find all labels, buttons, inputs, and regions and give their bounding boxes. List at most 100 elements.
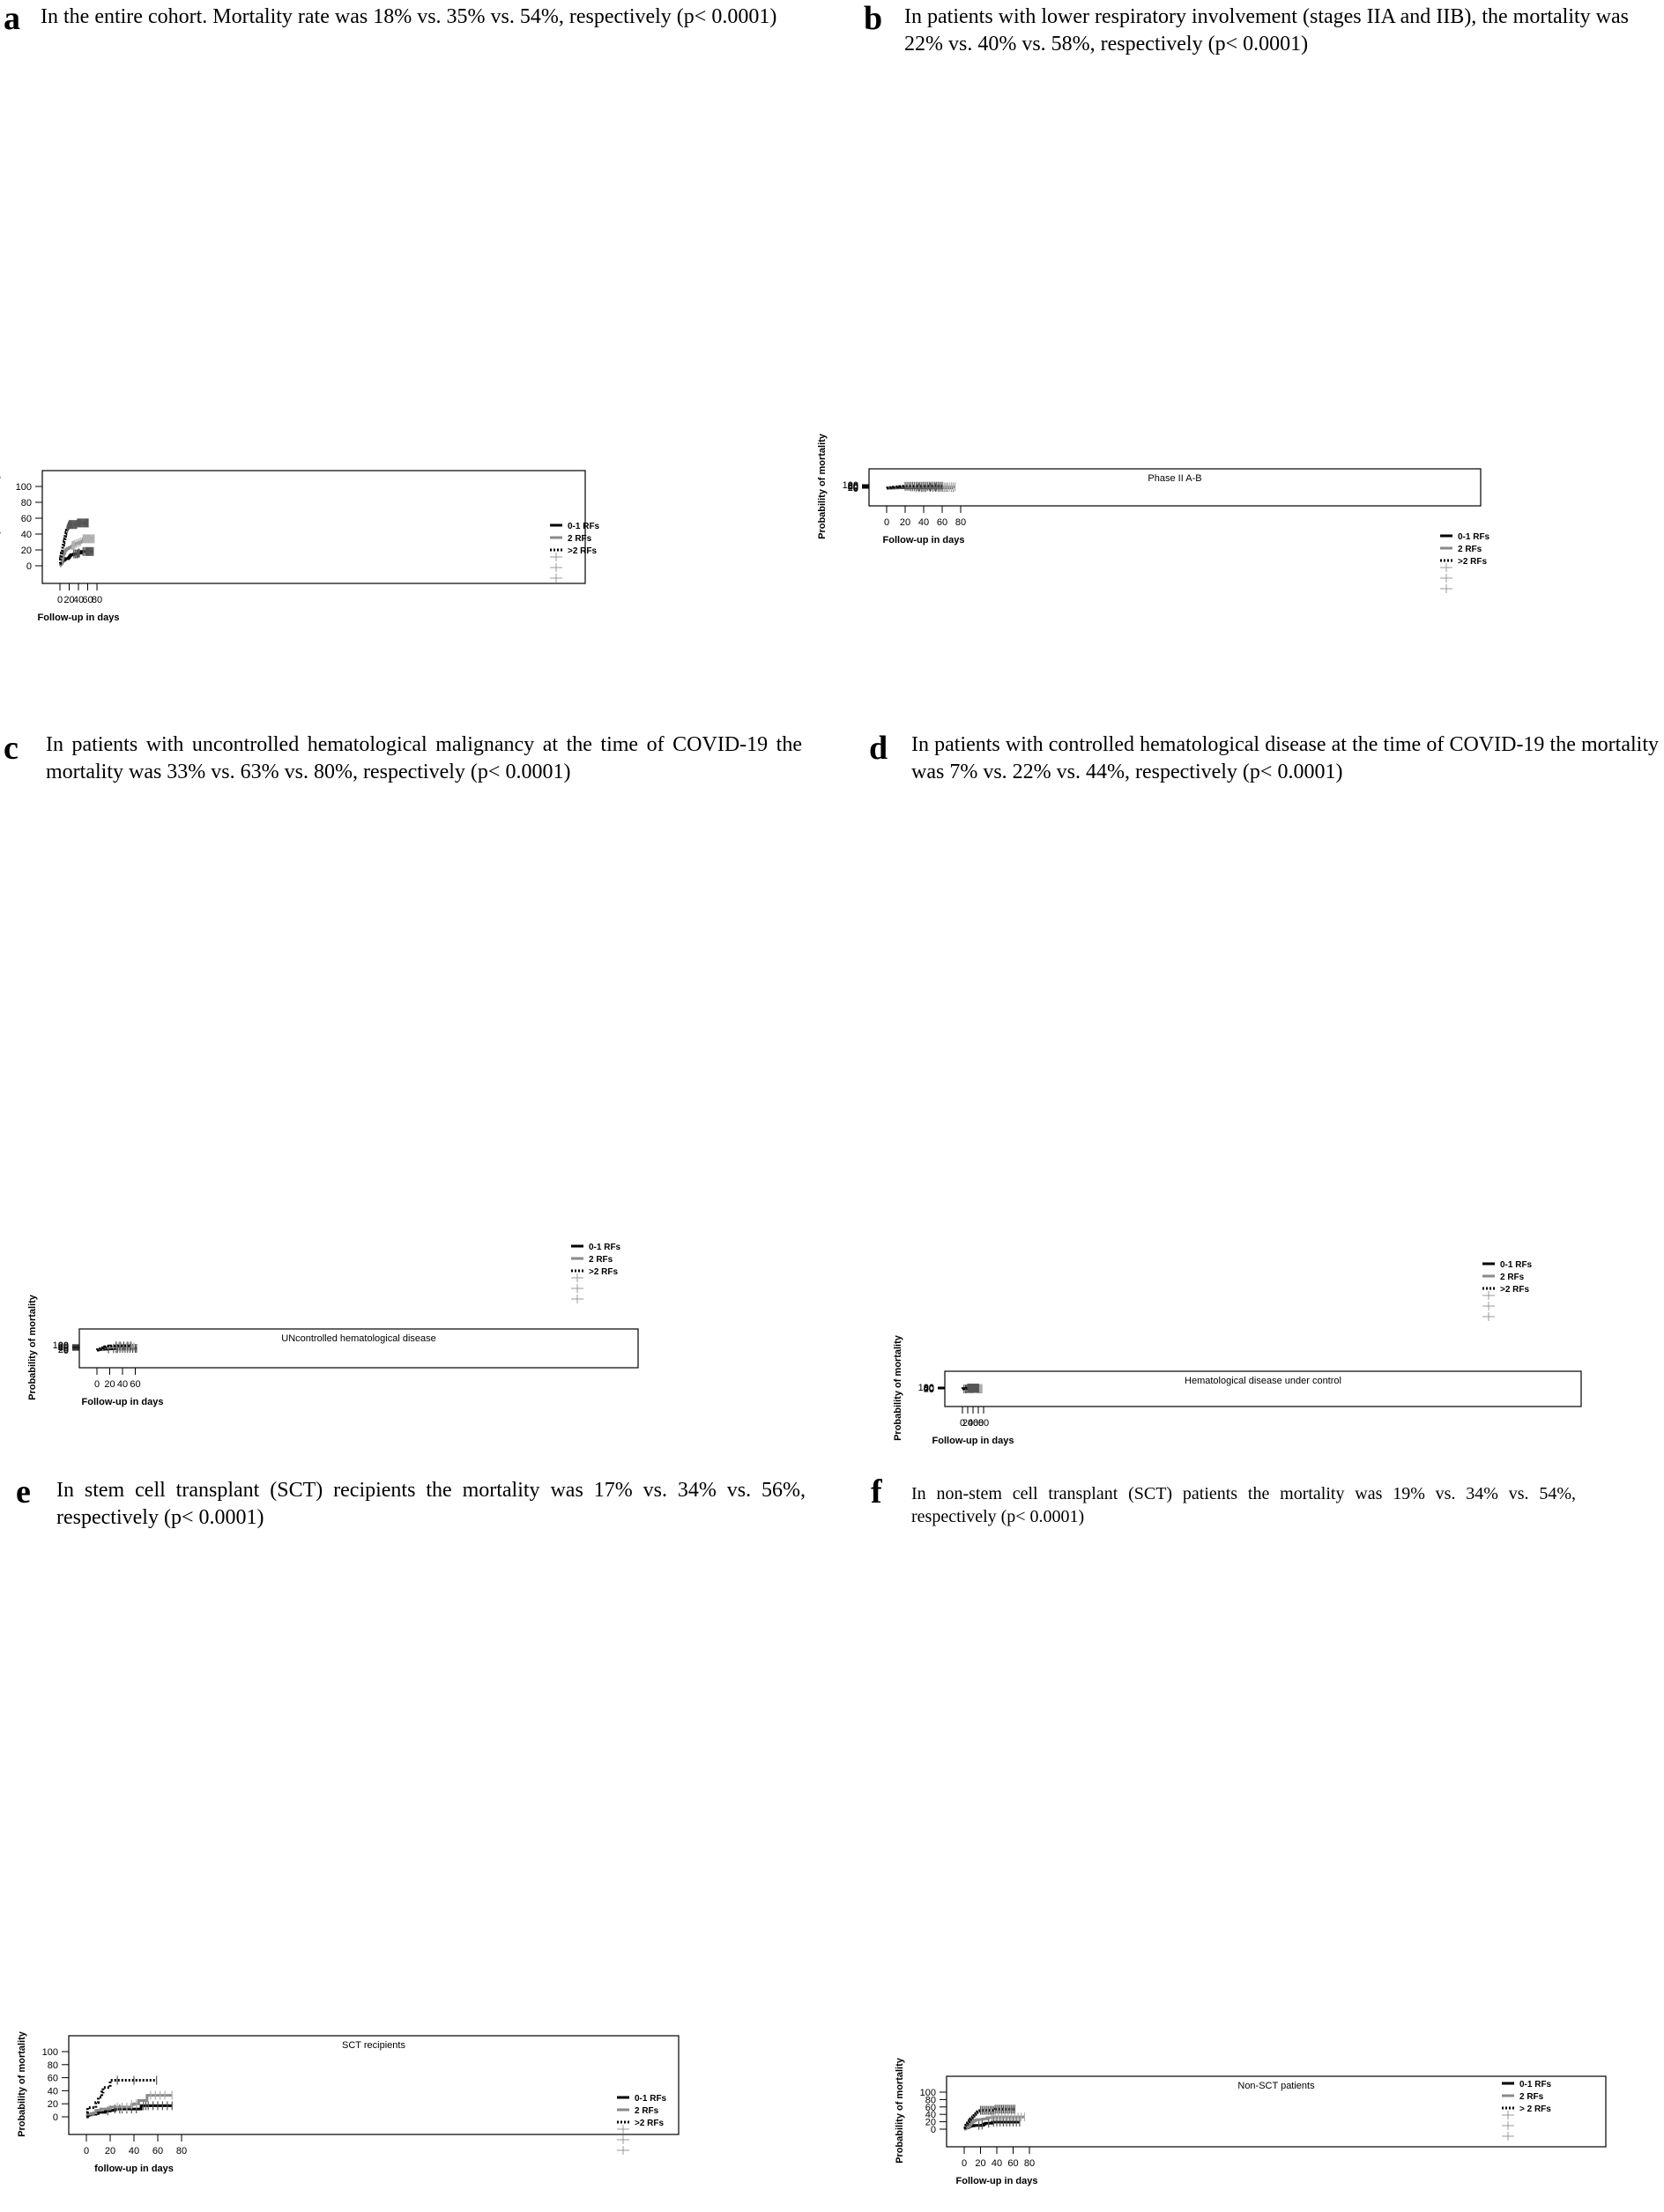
- y-tick-label: 0: [853, 484, 858, 494]
- y-tick-label: 80: [21, 498, 32, 508]
- y-tick-label: 100: [920, 2088, 936, 2098]
- x-tick-label: 60: [973, 1418, 984, 1429]
- y-tick-label: 20: [58, 1345, 69, 1355]
- panel-letter-a: a: [4, 0, 20, 37]
- x-axis-label: Follow-up in days: [38, 612, 120, 623]
- x-tick-label: 20: [975, 2158, 985, 2169]
- x-tick-label: 20: [962, 1418, 973, 1429]
- legend-label: >2 RFs: [635, 2119, 665, 2128]
- panel-caption-b: In patients with lower respiratory invol…: [904, 5, 1629, 56]
- legend-label: 2 RFs: [589, 1255, 613, 1265]
- y-tick-label: 60: [925, 2103, 936, 2113]
- y-tick-label: 0: [26, 561, 32, 572]
- x-tick-label: 0: [884, 517, 889, 528]
- legend-label: >2 RFs: [568, 546, 598, 556]
- legend-label: 2 RFs: [568, 534, 592, 544]
- y-axis-label: Probability of mortality: [17, 2030, 27, 2137]
- legend-label: 2 RFs: [1519, 2092, 1544, 2102]
- panel-a: a In the entire cohort. Mortality rate w…: [0, 0, 832, 737]
- km-curve-3: [96, 1344, 131, 1352]
- x-axis-label: follow-up in days: [94, 2164, 174, 2174]
- y-tick-label: 40: [925, 2110, 936, 2120]
- y-tick-label: 0: [53, 2112, 58, 2123]
- km-chart-d: Hematological disease under control02040…: [893, 1260, 1582, 1446]
- x-tick-label: 80: [1024, 2158, 1035, 2169]
- x-tick-label: 60: [130, 1379, 140, 1390]
- x-tick-label: 60: [937, 517, 947, 528]
- y-tick-label: 20: [924, 1384, 934, 1395]
- y-tick-label: 80: [924, 1383, 934, 1393]
- legend-label: >2 RFs: [589, 1267, 619, 1277]
- panel-b: b In patients with lower respiratory inv…: [817, 0, 1664, 737]
- panel-d: d In patients with controlled hematologi…: [832, 731, 1664, 1468]
- x-tick-label: 20: [900, 517, 910, 528]
- y-tick-label: 20: [21, 546, 32, 556]
- plot-frame: [946, 2075, 1607, 2148]
- panel-letter-d: d: [869, 730, 888, 767]
- y-tick-label: 0: [929, 1384, 934, 1395]
- x-tick-label: 80: [176, 2146, 187, 2156]
- panel-letter-e: e: [16, 1473, 31, 1511]
- legend-label: 2 RFs: [1500, 1273, 1525, 1282]
- y-axis-label: Probability of mortality: [0, 472, 1, 579]
- x-tick-label: 40: [992, 2158, 1002, 2169]
- x-tick-label: 60: [152, 2146, 163, 2156]
- y-tick-label: 80: [58, 1341, 69, 1352]
- y-tick-label: 60: [848, 482, 858, 493]
- panel-letter-f: f: [871, 1473, 882, 1511]
- y-axis-label: Probability of mortality: [893, 1334, 903, 1441]
- y-tick-label: 40: [48, 2086, 58, 2097]
- x-tick-label: 0: [94, 1379, 100, 1390]
- legend-label: 0-1 RFs: [635, 2094, 667, 2104]
- y-tick-label: 20: [848, 483, 858, 494]
- y-tick-label: 0: [931, 2125, 936, 2135]
- y-tick-label: 80: [925, 2095, 936, 2105]
- y-tick-label: 80: [848, 481, 858, 492]
- chart-title: SCT recipients: [342, 2040, 405, 2051]
- y-tick-label: 100: [42, 2047, 58, 2058]
- panel-caption-d: In patients with controlled hematologica…: [911, 733, 1659, 783]
- y-tick-label: 60: [58, 1342, 69, 1353]
- y-axis-label: Probability of mortality: [817, 433, 828, 539]
- panel-caption-c: In patients with uncontrolled hematologi…: [46, 733, 802, 783]
- chart-title: Non-SCT patients: [1237, 2081, 1315, 2091]
- panel-e: e In stem cell transplant (SCT) recipien…: [0, 1475, 832, 2212]
- x-tick-label: 0: [57, 595, 63, 605]
- y-tick-label: 40: [58, 1344, 69, 1355]
- x-tick-label: 40: [968, 1418, 978, 1429]
- panel-letter-c: c: [4, 730, 19, 767]
- legend-label: >2 RFs: [1500, 1285, 1530, 1295]
- y-tick-label: 100: [16, 482, 32, 493]
- chart-title: UNcontrolled hematological disease: [281, 1333, 435, 1344]
- x-axis-label: Follow-up in days: [932, 1436, 1014, 1446]
- x-tick-label: 60: [82, 595, 93, 605]
- y-tick-label: 100: [918, 1383, 934, 1393]
- y-tick-label: 0: [63, 1346, 69, 1356]
- x-tick-label: 40: [73, 595, 84, 605]
- km-curve-3: [886, 485, 942, 490]
- x-axis-label: Follow-up in days: [883, 535, 965, 546]
- plot-frame: [68, 2035, 680, 2135]
- x-tick-label: 80: [92, 595, 102, 605]
- x-tick-label: 0: [960, 1418, 965, 1429]
- x-tick-label: 0: [962, 2158, 967, 2169]
- x-tick-label: 40: [918, 517, 929, 528]
- chart-title: Phase II A-B: [1148, 473, 1201, 484]
- y-tick-label: 40: [924, 1384, 934, 1394]
- km-chart-c: UNcontrolled hematological disease020406…: [27, 1243, 639, 1407]
- y-tick-label: 40: [848, 482, 858, 493]
- km-curve-2: [963, 2115, 1025, 2131]
- panel-f: f In non-stem cell transplant (SCT) pati…: [832, 1475, 1664, 2212]
- panel-letter-b: b: [864, 0, 883, 37]
- y-tick-label: 60: [924, 1384, 934, 1394]
- x-tick-label: 20: [105, 2146, 115, 2156]
- y-tick-label: 100: [53, 1340, 69, 1351]
- x-tick-label: 80: [978, 1418, 989, 1429]
- x-axis-label: Follow-up in days: [956, 2176, 1038, 2186]
- legend-label: 2 RFs: [635, 2106, 659, 2116]
- km-curve-3: [961, 1386, 979, 1391]
